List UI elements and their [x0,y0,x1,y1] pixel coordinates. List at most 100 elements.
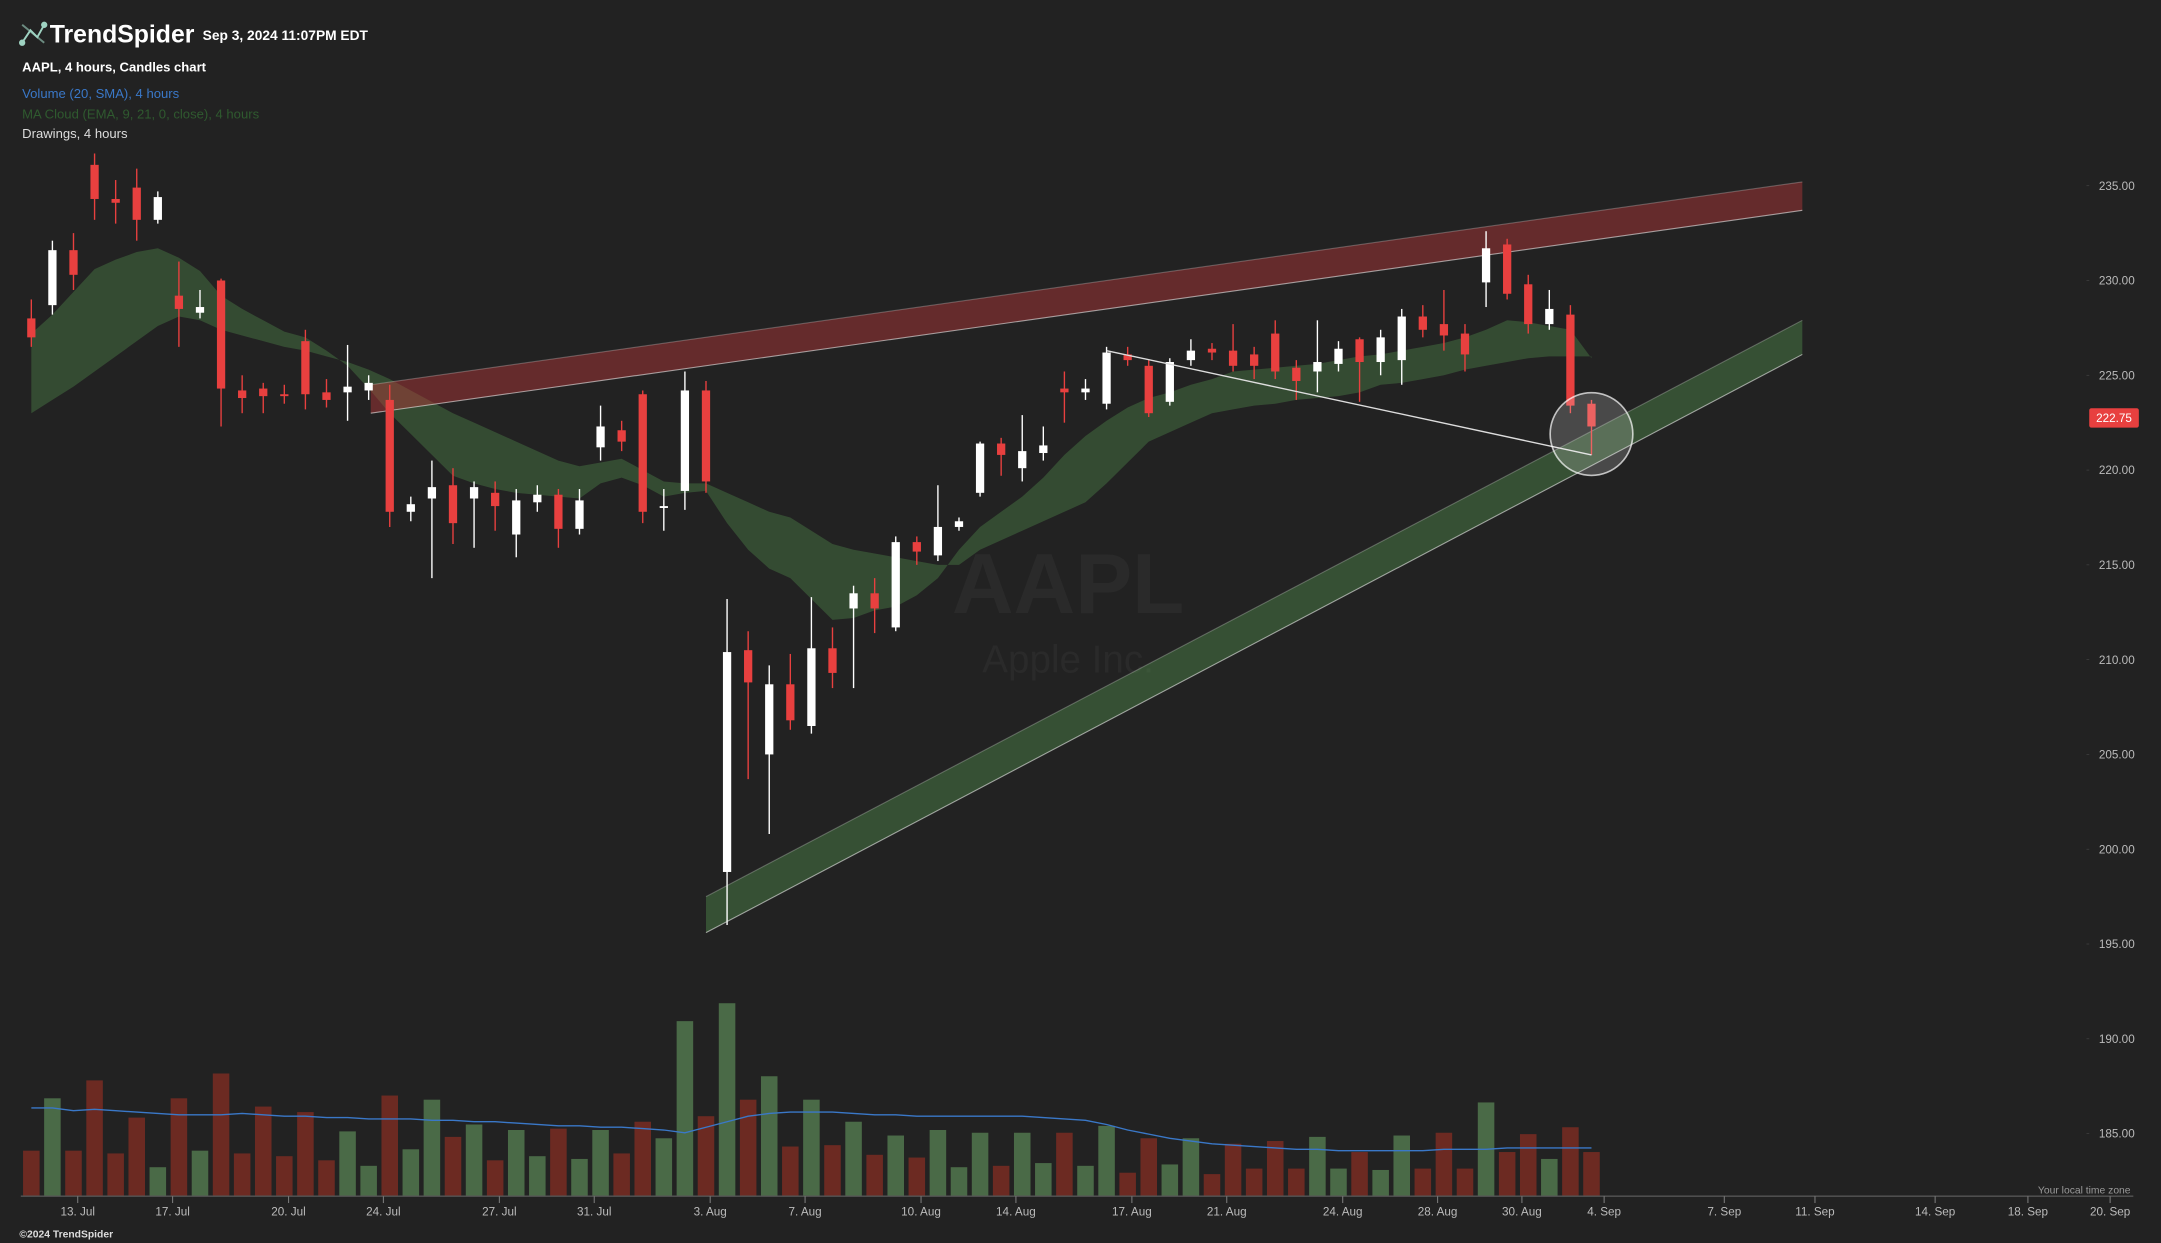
volume-bar [1372,1169,1389,1197]
volume-bar [1330,1168,1347,1197]
volume-bar [128,1117,146,1197]
y-tick-label: 200.00 [2099,843,2135,856]
candle-body [1460,333,1470,355]
candle-body [680,390,690,491]
candle-body [322,392,331,400]
channel-edge [705,353,1803,934]
x-tick-label: 13. Jul [60,1205,94,1218]
candle-body [997,443,1006,455]
candle-body [596,426,605,448]
volume-bar [845,1121,862,1197]
candle-body [1397,316,1406,361]
candle-body [364,382,373,391]
candle-body [1313,362,1322,372]
candle-body [238,390,247,399]
candle-body [1018,451,1027,469]
volume-bar [1203,1174,1221,1197]
volume-bar [23,1150,40,1197]
candle-body [111,198,120,203]
candle-body [701,390,711,482]
candle-body [406,504,415,512]
volume-bar [992,1165,1010,1197]
volume-bar [929,1130,947,1197]
candle-body [954,521,964,527]
legend-ma-cloud: MA Cloud (EMA, 9, 21, 0, close), 4 hours [22,107,259,122]
channel [370,181,1803,414]
volume-bar [1013,1132,1031,1197]
volume-bar [634,1121,652,1197]
volume-bar [318,1160,335,1197]
candle-body [1481,248,1491,283]
volume-bar [655,1138,673,1197]
volume-bar [1161,1164,1179,1197]
volume-bar [1498,1152,1516,1197]
candle-body [765,684,774,755]
volume-bar [1562,1127,1579,1197]
candle-body [1524,284,1533,325]
volume-bar [676,1021,694,1197]
candle-body [575,500,584,529]
candle-body [722,652,732,872]
candle-body [533,494,542,503]
candle-body [1292,367,1301,381]
logo-icon [18,21,48,46]
volume-bar [1351,1152,1368,1197]
y-tick-label: 215.00 [2099,559,2135,572]
candle-body [786,684,795,721]
x-tick-label: 28. Aug [1418,1205,1458,1218]
watermark-name: Apple Inc. [982,638,1154,681]
volume-bar [276,1156,293,1197]
volume-bar [1414,1168,1432,1197]
candle-body [617,430,626,442]
volume-bar [65,1150,82,1197]
volume-bar [613,1153,630,1197]
volume-bar [1266,1141,1284,1197]
x-tick-label: 17. Aug [1112,1205,1152,1218]
volume-bar [1245,1168,1263,1197]
copyright: ©2024 TrendSpider [19,1229,113,1240]
x-tick-label: 20. Sep [2090,1205,2131,1218]
candle-body [1439,324,1449,336]
volume-bar [1098,1125,1115,1197]
x-tick-label: 21. Aug [1207,1205,1247,1218]
volume-bar [1519,1134,1537,1197]
volume-bar [1393,1135,1411,1197]
volume-bar [1224,1143,1242,1197]
ma-cloud [347,362,959,620]
x-tick-label: 3. Aug [694,1205,727,1218]
volume-bar [360,1165,377,1197]
volume-bar [592,1130,609,1197]
candle-body [1081,388,1090,393]
volume-bar [760,1076,778,1197]
volume-bar [423,1099,441,1197]
x-tick-label: 14. Aug [996,1205,1036,1218]
y-tick-label: 225.00 [2099,369,2135,382]
volume-bar [1541,1158,1558,1197]
brand: TrendSpider [50,22,195,49]
candle-body [744,650,753,683]
candle-body [1545,308,1554,325]
volume-bar [233,1153,251,1197]
volume-bar [782,1146,799,1197]
candle-body [912,542,921,552]
candle-body [512,500,521,535]
candle-body [807,648,816,726]
volume-bar [1182,1138,1200,1197]
candle-body [554,494,563,529]
volume-bar [866,1154,883,1197]
y-tick-label: 230.00 [2099,275,2135,288]
volume-bar [339,1131,356,1197]
candle-body [1587,403,1596,427]
x-tick-label: 24. Aug [1323,1205,1363,1218]
channel-edge [370,181,1803,386]
volume-bar [191,1150,209,1197]
x-tick-label: 27. Jul [482,1205,516,1218]
candle-body [1123,354,1132,361]
volume-bar [486,1160,504,1197]
candle-body [491,492,500,507]
candle-body [195,307,205,313]
volume-bar [1140,1138,1158,1197]
volume-bar [1056,1132,1073,1197]
candle-body [1186,350,1196,361]
candle-body [1418,316,1427,330]
